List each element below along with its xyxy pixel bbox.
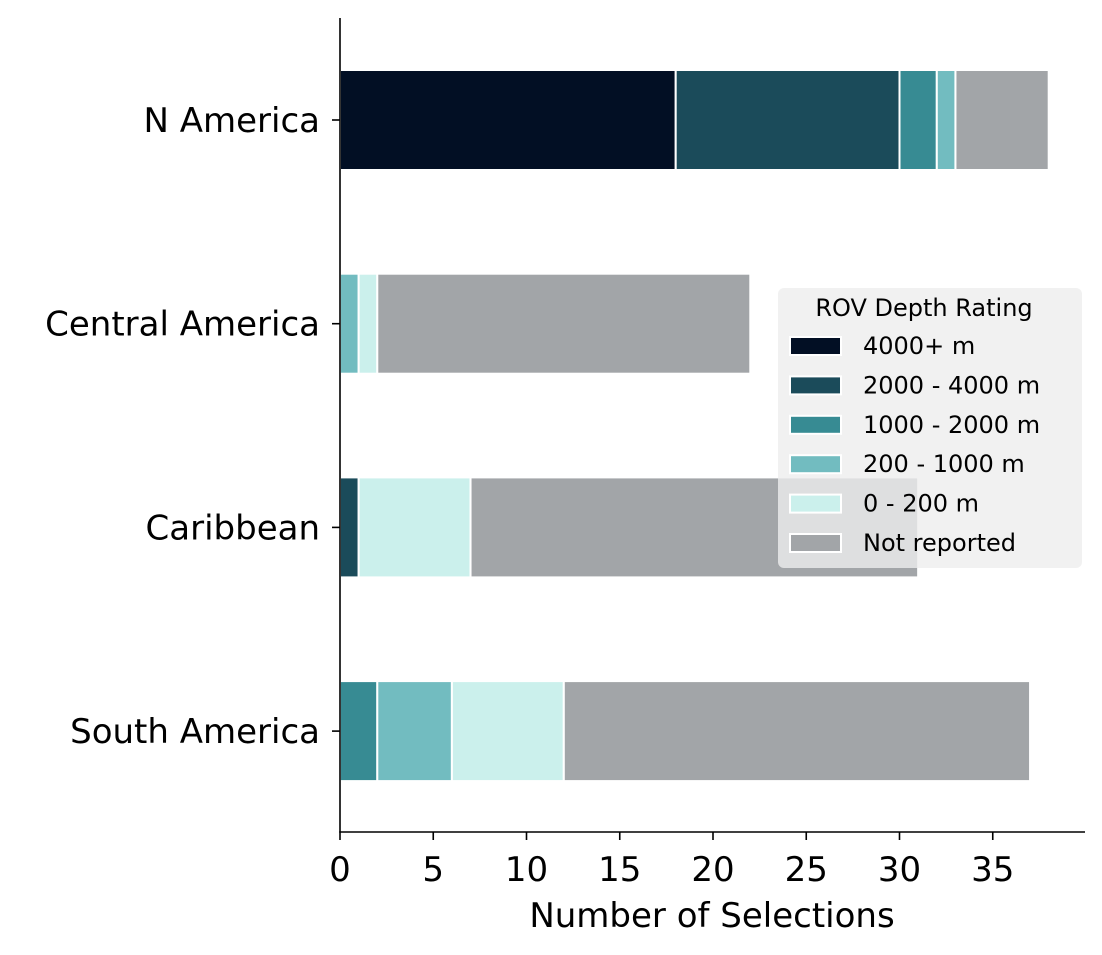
bar-segment <box>339 272 360 375</box>
x-tick-label: 25 <box>785 850 828 890</box>
y-ticks-group: N America Central America Caribbean South A… <box>45 101 340 752</box>
y-tick-label: N America <box>144 101 321 141</box>
bar-segment <box>357 272 379 375</box>
y-tick-label: Central America <box>45 305 320 345</box>
x-tick-label: 15 <box>598 850 641 890</box>
x-tick-label: 20 <box>691 850 734 890</box>
bar-segment <box>935 69 957 171</box>
legend-swatch <box>789 336 842 356</box>
x-ticks-group: 0 5 10 15 20 25 30 35 <box>329 832 1014 890</box>
legend-swatch <box>789 454 842 475</box>
x-axis-label: Number of Selections <box>529 896 894 936</box>
bar-segment <box>339 476 360 579</box>
legend-label: 1000 - 2000 m <box>863 411 1040 439</box>
legend-swatch <box>789 493 842 514</box>
bar-segment <box>376 272 752 375</box>
bar-segment <box>376 680 453 783</box>
legend: ROV Depth Rating 4000+ m 2000 - 4000 m 100… <box>778 288 1082 568</box>
legend-label: 2000 - 4000 m <box>863 371 1040 399</box>
y-tick-label: South America <box>70 712 320 752</box>
legend-label: 4000+ m <box>863 332 975 360</box>
x-tick-label: 5 <box>422 850 444 890</box>
x-tick-label: 30 <box>878 850 921 890</box>
y-tick-label: Caribbean <box>146 508 320 548</box>
legend-swatch <box>789 375 842 396</box>
legend-label: 200 - 1000 m <box>863 450 1025 478</box>
legend-label: 0 - 200 m <box>863 490 979 518</box>
x-tick-label: 0 <box>329 850 351 890</box>
bar-segment <box>450 680 565 783</box>
bar-segment <box>357 476 472 579</box>
legend-swatch <box>789 533 842 553</box>
legend-label: Not reported <box>863 529 1016 557</box>
legend-items: 4000+ m 2000 - 4000 m 1000 - 2000 m 200 - 1… <box>789 332 1040 557</box>
bar-segment <box>674 69 901 171</box>
legend-swatch <box>789 414 842 435</box>
bar-segment <box>562 680 1032 783</box>
bar-segment <box>954 69 1050 171</box>
bar-segment <box>339 680 379 783</box>
bar-segment <box>339 69 677 171</box>
x-tick-label: 35 <box>971 850 1014 890</box>
legend-title: ROV Depth Rating <box>815 294 1032 322</box>
x-tick-label: 10 <box>505 850 548 890</box>
bar-segment <box>898 69 938 171</box>
legend-frame <box>778 288 1082 568</box>
